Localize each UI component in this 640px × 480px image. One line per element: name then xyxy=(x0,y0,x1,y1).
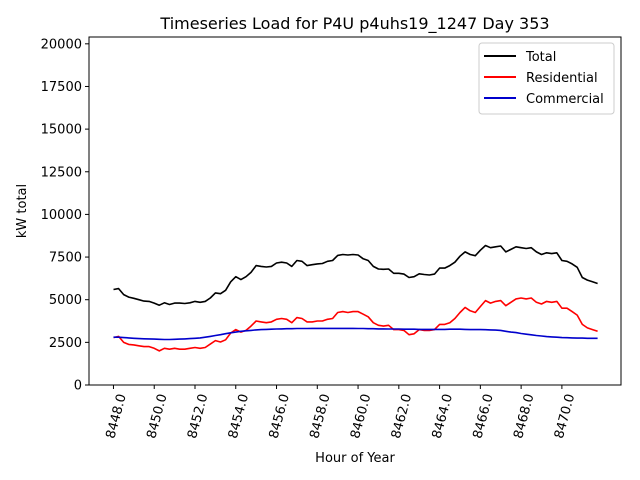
y-tick-label: 7500 xyxy=(49,251,82,266)
y-axis-title: kW total xyxy=(15,184,30,238)
x-axis-title: Hour of Year xyxy=(315,451,395,466)
y-axis: 0 2500 5000 7500 10000 12500 15000 17500 20000 xyxy=(41,37,89,394)
y-tick-label: 0 xyxy=(74,379,82,394)
series-lines xyxy=(113,244,598,352)
y-tick-label: 5000 xyxy=(49,293,82,308)
legend: Total Residential Commercial xyxy=(478,42,615,115)
plot-frame xyxy=(88,36,622,386)
legend-label-residential: Residential xyxy=(526,71,598,86)
chart-title: Timeseries Load for P4U p4uhs19_1247 Day… xyxy=(159,14,549,34)
y-tick-label: 15000 xyxy=(41,123,82,138)
series-line-total xyxy=(113,244,598,307)
legend-box xyxy=(478,42,615,115)
legend-label-commercial: Commercial xyxy=(526,92,604,107)
series-line-commercial xyxy=(113,327,598,341)
y-tick-label: 20000 xyxy=(41,37,82,52)
y-tick-label: 10000 xyxy=(41,208,82,223)
series-line-residential xyxy=(113,297,598,352)
legend-label-total: Total xyxy=(525,50,556,65)
y-tick-label: 12500 xyxy=(41,165,82,180)
y-tick-label: 17500 xyxy=(41,80,82,95)
y-tick-label: 2500 xyxy=(49,336,82,351)
